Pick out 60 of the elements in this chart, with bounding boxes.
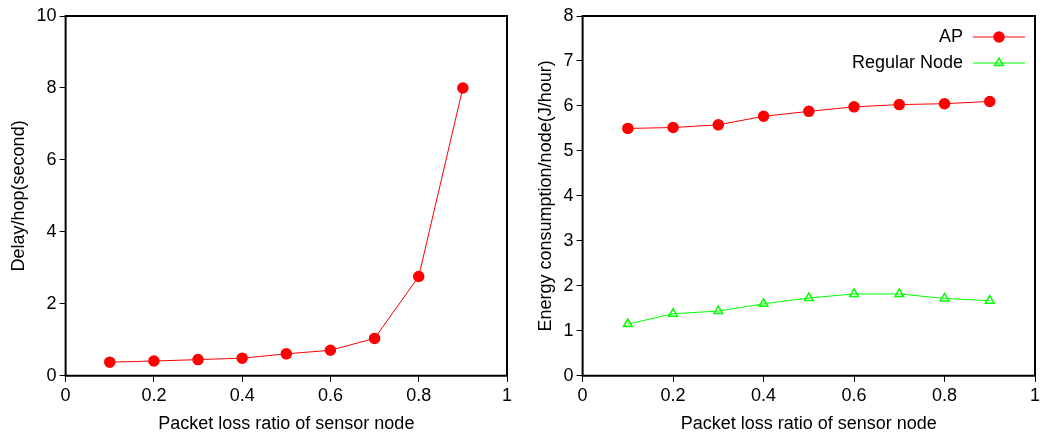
x-tick-label: 0.4	[229, 384, 255, 405]
point	[803, 105, 815, 118]
point	[984, 95, 996, 108]
x-axis-title: Packet loss ratio of sensor node	[158, 413, 415, 434]
point	[984, 294, 995, 304]
point	[622, 318, 633, 328]
x-tick-label: 0	[60, 384, 71, 405]
point	[667, 121, 679, 134]
y-tick-label: 1	[563, 319, 574, 340]
y-tick-label: 7	[563, 49, 574, 70]
point	[758, 298, 769, 308]
y-tick-label: 5	[563, 139, 574, 160]
y-tick-label: 4	[46, 220, 57, 241]
y-tick-label: 0	[563, 364, 574, 385]
legend-label: Regular Node	[851, 51, 963, 72]
legend-label: AP	[938, 25, 963, 46]
x-tick-label: 0.8	[406, 384, 432, 405]
point	[622, 122, 634, 135]
point	[148, 355, 160, 367]
y-tick-label: 2	[563, 274, 574, 295]
x-tick-label: 1	[1029, 384, 1041, 405]
point	[457, 82, 469, 94]
x-tick-label: 0.2	[660, 384, 686, 405]
y-tick-label: 6	[46, 148, 57, 169]
x-tick-label: 0.8	[932, 384, 958, 405]
y-axis-title: Delay/hop(second)	[7, 120, 28, 272]
point	[712, 119, 725, 131]
point	[412, 270, 425, 283]
y-tick-label: 0	[46, 364, 57, 385]
point	[236, 352, 248, 364]
y-tick-label: 4	[563, 184, 574, 205]
point	[668, 307, 679, 317]
point	[803, 292, 814, 302]
y-tick-label: 8	[563, 4, 574, 25]
point	[104, 356, 116, 368]
x-tick-label: 0.6	[841, 384, 867, 405]
y-tick-label: 2	[46, 292, 57, 313]
point	[368, 332, 381, 345]
x-tick-label: 0.4	[751, 384, 777, 405]
x-tick-label: 0.2	[141, 384, 167, 405]
point	[848, 288, 860, 298]
point	[938, 97, 951, 110]
y-tick-label: 6	[563, 94, 574, 115]
y-tick-label: 8	[46, 76, 57, 97]
point	[893, 98, 906, 111]
y-axis-title: Energy consumption/node(J/hour)	[534, 60, 555, 332]
x-tick-label: 0.6	[317, 384, 343, 405]
point	[757, 110, 770, 123]
point	[192, 353, 204, 366]
point	[848, 101, 860, 113]
point	[280, 348, 293, 360]
x-tick-label: 1	[501, 384, 513, 405]
y-tick-label: 3	[563, 229, 574, 250]
y-tick-label: 10	[36, 4, 57, 25]
x-tick-label: 0	[577, 384, 588, 405]
point	[939, 292, 950, 302]
x-axis-title: Packet loss ratio of sensor node	[680, 413, 937, 434]
point	[713, 305, 724, 315]
point	[324, 344, 337, 356]
point	[894, 288, 905, 298]
